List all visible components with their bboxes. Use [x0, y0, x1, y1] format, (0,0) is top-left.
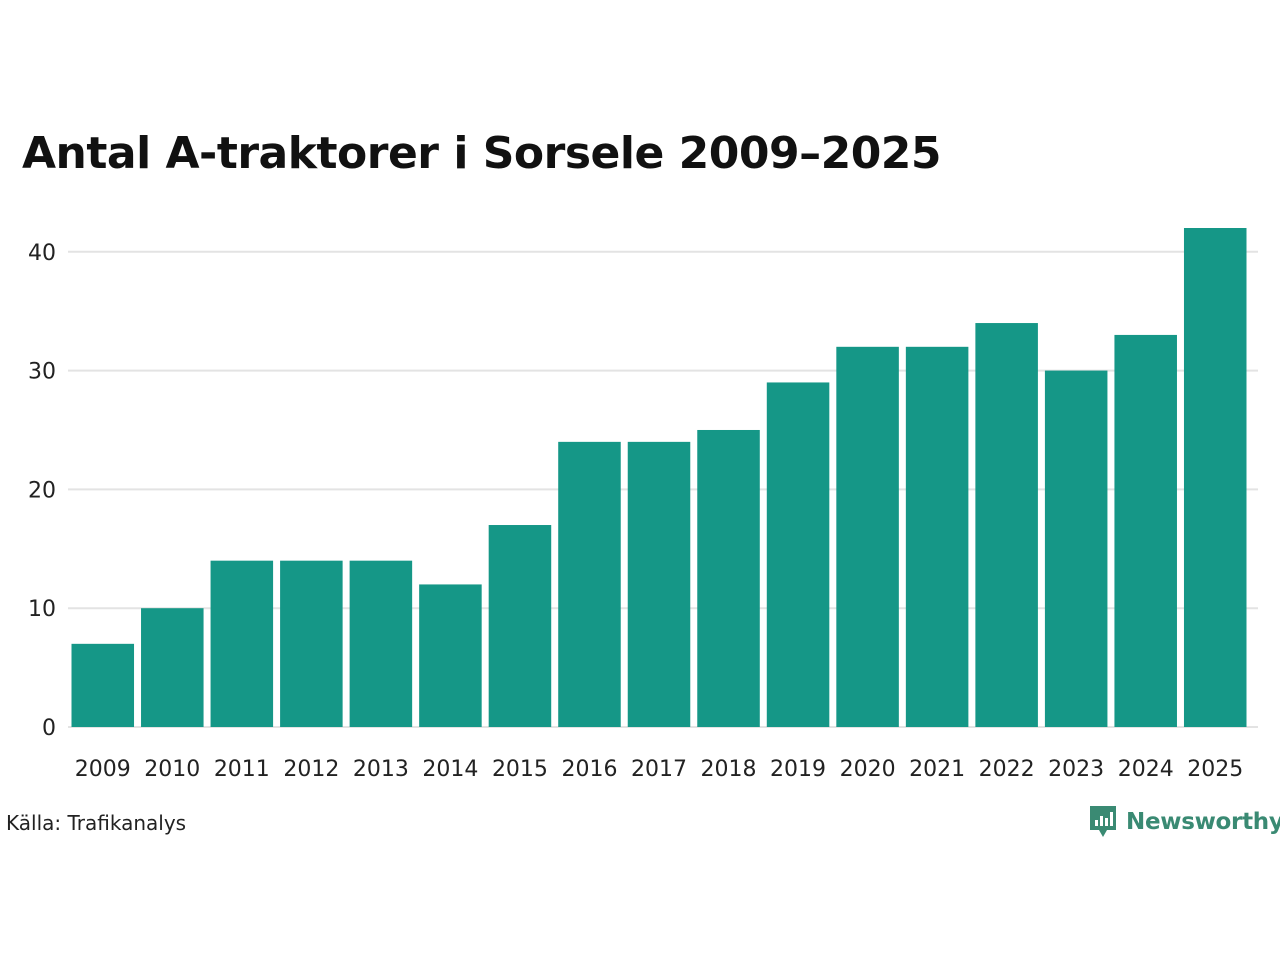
x-tick-label: 2016: [561, 757, 617, 782]
brand-name: Newsworthy: [1126, 809, 1280, 835]
x-tick-label: 2013: [353, 757, 409, 782]
x-tick-label: 2017: [631, 757, 687, 782]
brand-logo: Newsworthy: [1088, 804, 1280, 840]
y-tick-label: 20: [28, 478, 56, 503]
bar-2022: [975, 323, 1038, 727]
x-tick-label: 2020: [840, 757, 896, 782]
y-axis-ticks: 0 10 20 30 40: [28, 241, 56, 741]
bar-2013: [349, 560, 413, 727]
bar-2015: [488, 525, 552, 727]
x-tick-label: 2025: [1187, 757, 1243, 782]
y-tick-label: 30: [28, 360, 56, 385]
bar-2012: [280, 560, 343, 727]
bar-2025: [1183, 228, 1247, 727]
bar-2021: [905, 346, 969, 727]
bar-2019: [766, 382, 830, 727]
x-tick-label: 2012: [283, 757, 339, 782]
newsworthy-logo-icon: [1090, 806, 1116, 837]
y-tick-label: 0: [42, 716, 56, 741]
bars: [71, 228, 1247, 727]
chart-title: Antal A-traktorer i Sorsele 2009–2025: [22, 128, 942, 179]
bar-2016: [558, 441, 621, 727]
x-tick-label: 2024: [1118, 757, 1174, 782]
x-axis-ticks: 2009 2010 2011 2012 2013 2014 2015 2016 2017 2018…: [75, 757, 1243, 782]
x-tick-label: 2018: [701, 757, 757, 782]
bar-2018: [697, 429, 760, 727]
bar-2010: [141, 608, 204, 727]
x-tick-label: 2015: [492, 757, 548, 782]
x-tick-label: 2014: [422, 757, 478, 782]
bar-2017: [627, 441, 691, 727]
bar-2020: [836, 346, 899, 727]
y-tick-label: 10: [28, 597, 56, 622]
x-tick-label: 2009: [75, 757, 131, 782]
bar-2009: [71, 643, 135, 727]
x-tick-label: 2011: [214, 757, 270, 782]
x-tick-label: 2010: [144, 757, 200, 782]
x-tick-label: 2022: [979, 757, 1035, 782]
x-tick-label: 2021: [909, 757, 965, 782]
bar-2011: [210, 560, 274, 727]
source-note: Källa: Trafikanalys: [6, 811, 187, 835]
bar-2014: [419, 584, 482, 727]
x-tick-label: 2023: [1048, 757, 1104, 782]
x-tick-label: 2019: [770, 757, 826, 782]
y-tick-label: 40: [28, 241, 56, 266]
bar-2024: [1114, 334, 1177, 727]
bar-2023: [1044, 370, 1108, 727]
